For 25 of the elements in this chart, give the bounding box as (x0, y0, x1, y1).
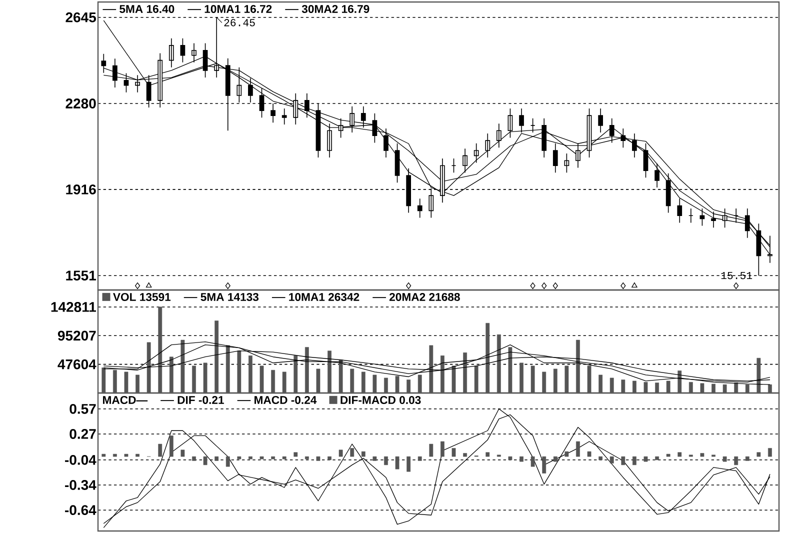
legend-label: 20MA2 21688 (389, 292, 460, 302)
annotation: 26.45 (224, 19, 255, 26)
legend-label: 5MA 14133 (200, 292, 259, 302)
legend-label: VOL 13591 (113, 293, 171, 302)
legend-label: MACD -0.24 (254, 396, 317, 404)
y-tick-label: 2645 (66, 12, 96, 22)
legend-label: DIF-MACD 0.03 (340, 396, 421, 404)
y-tick-label: 1551 (66, 270, 96, 280)
y-tick-label: 142811 (51, 302, 96, 312)
y-tick-label: -0.04 (65, 454, 96, 465)
legend-label: 10MA1 26342 (289, 292, 360, 302)
y-tick-label: 2280 (66, 98, 96, 108)
y-tick-label: 95207 (58, 330, 96, 341)
y-tick-label: 47604 (58, 359, 96, 370)
legend-label: 30MA2 16.79 (302, 4, 370, 14)
annotation: 15.51 (721, 272, 752, 280)
y-tick-label: 0.57 (70, 404, 96, 414)
y-tick-label: 0.27 (70, 429, 96, 439)
y-tick-label: -0.64 (65, 505, 96, 516)
y-tick-label: -0.34 (65, 480, 96, 490)
legend-label: 10MA1 16.72 (204, 4, 272, 13)
chart-title: MACD— (103, 396, 148, 404)
legend-label: 5MA 16.40 (120, 4, 174, 13)
y-tick-label: 1916 (66, 184, 96, 194)
legend-label: DIF -0.21 (178, 396, 224, 404)
